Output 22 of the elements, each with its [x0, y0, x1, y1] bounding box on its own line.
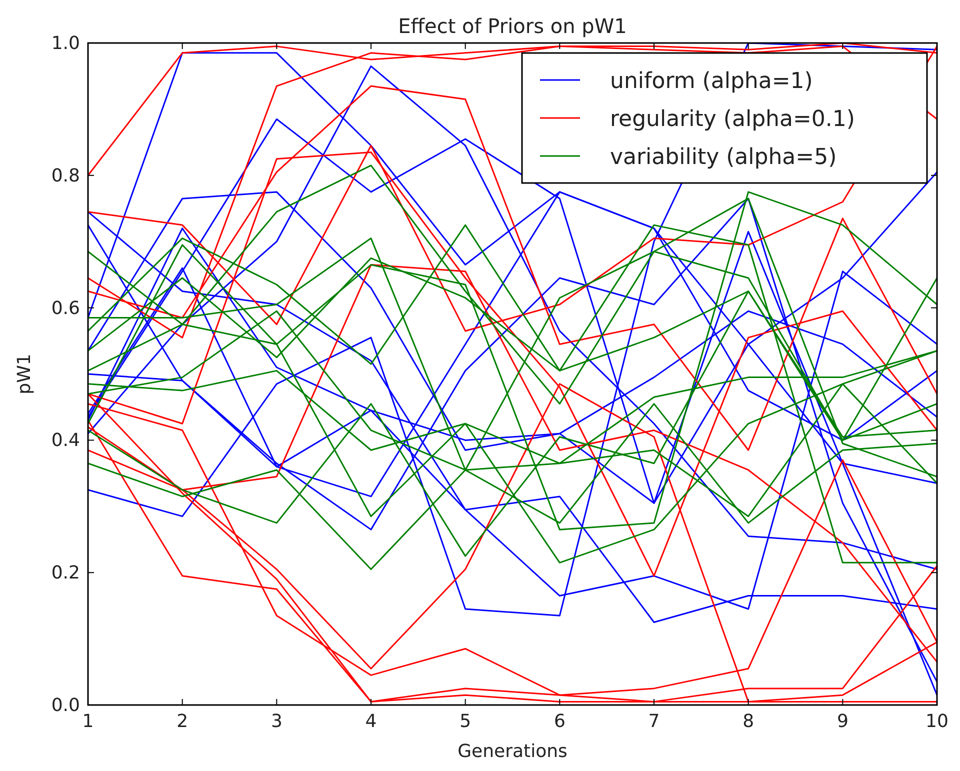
x-tick-label: 5	[460, 711, 472, 732]
y-tick-label: 0.6	[51, 298, 80, 319]
y-tick-label: 0.8	[51, 165, 80, 186]
y-tick-label: 0.4	[51, 430, 80, 452]
chart-title: Effect of Priors on pW1	[398, 14, 627, 38]
legend-label: regularity (alpha=0.1)	[610, 107, 855, 132]
x-tick-label: 2	[176, 711, 188, 732]
x-tick-label: 8	[742, 711, 754, 732]
x-tick-label: 10	[926, 711, 948, 732]
x-tick-label: 9	[836, 711, 848, 732]
x-tick-label: 4	[365, 711, 377, 732]
x-tick-label: 7	[648, 711, 660, 732]
x-tick-label: 6	[554, 711, 566, 732]
x-tick-label: 1	[82, 711, 94, 732]
y-tick-label: 1.0	[51, 33, 80, 54]
x-axis-title: Generations	[458, 741, 568, 762]
y-axis-title: pW1	[14, 354, 35, 394]
y-tick-label: 0.0	[51, 695, 80, 716]
y-tick-label: 0.2	[51, 562, 80, 584]
legend-label: uniform (alpha=1)	[610, 69, 813, 94]
legend-label: variability (alpha=5)	[610, 145, 837, 170]
x-tick-label: 3	[270, 711, 282, 732]
